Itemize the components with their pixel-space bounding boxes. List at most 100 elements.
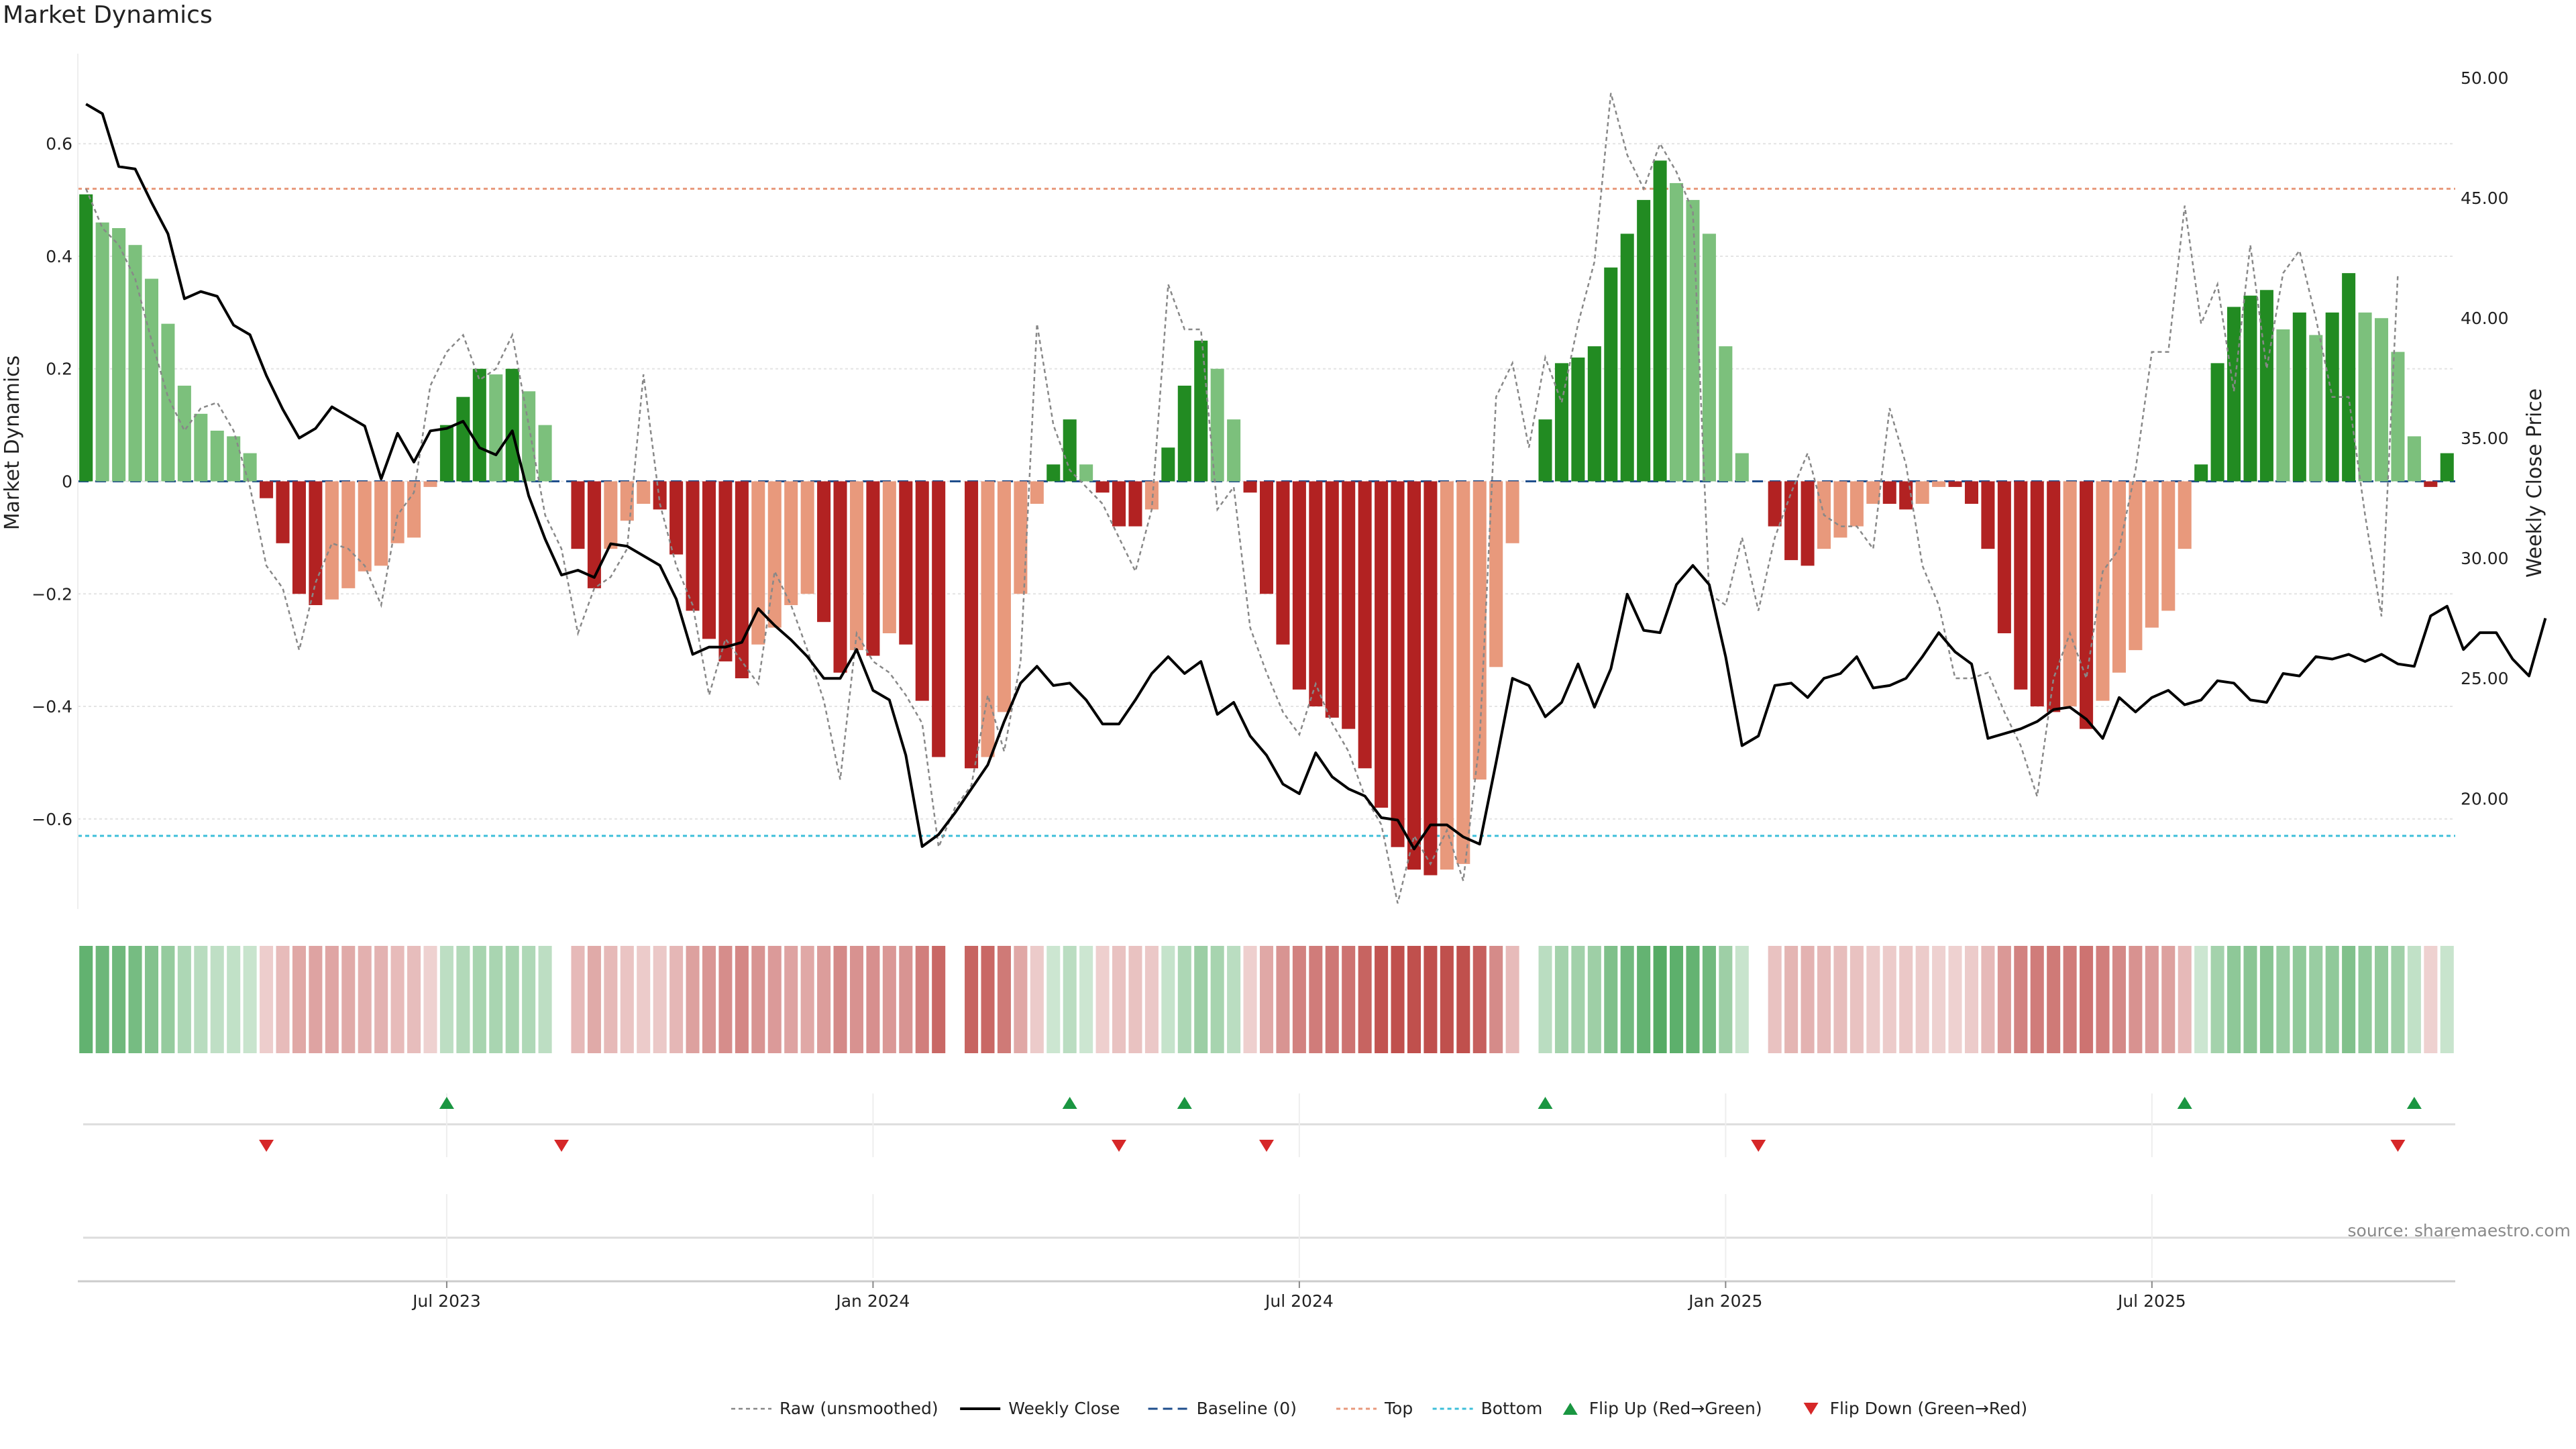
heat-cell (1472, 946, 1487, 1053)
market-dynamics-bar (1112, 481, 1126, 527)
market-dynamics-bar (1866, 481, 1880, 504)
legend-label: Baseline (0) (1197, 1399, 1297, 1418)
market-dynamics-bar (2129, 481, 2143, 651)
market-dynamics-bar (1030, 481, 1044, 504)
market-dynamics-bar (981, 481, 995, 757)
flip-up-marker (1177, 1097, 1192, 1109)
market-dynamics-bar (260, 481, 274, 498)
market-dynamics-bar (718, 481, 733, 661)
flip-down-marker (1751, 1140, 1766, 1152)
market-dynamics-bar (587, 481, 601, 588)
legend-label: Raw (unsmoothed) (780, 1399, 938, 1418)
market-dynamics-bar (1194, 340, 1208, 482)
heat-cell (1702, 946, 1716, 1053)
flip-up-legend-icon (1562, 1403, 1578, 1415)
heat-cell (144, 946, 159, 1053)
market-dynamics-bar (1144, 481, 1159, 510)
heat-cell (2014, 946, 2028, 1053)
market-dynamics-bar (2243, 295, 2257, 482)
market-dynamics-bar (1538, 419, 1552, 482)
market-dynamics-bar (2374, 318, 2389, 482)
market-dynamics-bar (522, 391, 536, 482)
market-dynamics-bar (1424, 481, 1438, 875)
market-dynamics-bar (1128, 481, 1142, 527)
market-dynamics-bar (915, 481, 929, 701)
heat-cell (358, 946, 372, 1053)
heat-cell (1144, 946, 1159, 1053)
heat-cell (2096, 946, 2110, 1053)
legend-item-bottom: Bottom (1432, 1399, 1542, 1418)
heat-cell (79, 946, 93, 1053)
heat-cell (1456, 946, 1470, 1053)
market-dynamics-bar (1604, 267, 1618, 482)
x-tick-label: Jan 2024 (835, 1291, 910, 1311)
heat-cell (1964, 946, 1979, 1053)
heat-cell (1227, 946, 1241, 1053)
y2-tick-label: 20.00 (2461, 789, 2509, 808)
flip-markers-panel (83, 1093, 2455, 1278)
market-dynamics-bar (2063, 481, 2077, 707)
heat-cell (325, 946, 339, 1053)
heat-cell (2080, 946, 2094, 1053)
market-dynamics-bar (1210, 368, 1224, 482)
regime-heat-strip (79, 946, 2454, 1053)
legend-label: Flip Down (Green→Red) (1830, 1399, 2028, 1418)
y2-tick-label: 35.00 (2461, 429, 2509, 448)
market-dynamics-bar (95, 222, 109, 482)
market-dynamics-bar (1620, 233, 1634, 482)
heat-cell (1440, 946, 1454, 1053)
heat-cell (1915, 946, 1929, 1053)
flip-up-marker (1538, 1097, 1553, 1109)
heat-cell (767, 946, 782, 1053)
heat-cell (2276, 946, 2290, 1053)
market-dynamics-bar (1719, 346, 1733, 482)
market-dynamics-bar (2227, 307, 2241, 482)
heat-cell (210, 946, 224, 1053)
legend-item-flip-down: Flip Down (Green→Red) (1803, 1399, 2028, 1418)
market-dynamics-bar (456, 396, 470, 482)
market-dynamics-bar (489, 374, 503, 482)
heat-cell (849, 946, 863, 1053)
market-dynamics-bar (686, 481, 700, 611)
heat-cell (1177, 946, 1191, 1053)
heat-cell (95, 946, 109, 1053)
heat-cell (620, 946, 634, 1053)
market-dynamics-bar (2145, 481, 2159, 628)
y-tick-label: −0.2 (32, 584, 72, 604)
weekly-close-layer (85, 103, 2547, 851)
heat-cell (1735, 946, 1749, 1053)
market-dynamics-bars (79, 160, 2454, 875)
market-dynamics-bar (1292, 481, 1306, 690)
heat-cell (128, 946, 142, 1053)
heat-cell (2047, 946, 2061, 1053)
flip-down-marker (1112, 1140, 1127, 1152)
heat-cell (2325, 946, 2339, 1053)
market-dynamics-bar (79, 194, 93, 482)
market-dynamics-bar (2342, 273, 2356, 482)
heat-cell (915, 946, 929, 1053)
market-dynamics-bar (1227, 419, 1241, 482)
market-dynamics-bar (2407, 436, 2421, 482)
heat-cell (2210, 946, 2224, 1053)
market-dynamics-bar (1981, 481, 1995, 549)
x-tick-label: Jul 2025 (2116, 1291, 2186, 1311)
flip-up-marker (439, 1097, 454, 1109)
heat-cell (1194, 946, 1208, 1053)
market-dynamics-bar (800, 481, 814, 594)
x-tick-label: Jan 2025 (1687, 1291, 1762, 1311)
market-dynamics-bar (1735, 453, 1749, 482)
heat-cell (965, 946, 979, 1053)
y-tick-label: 0.2 (46, 360, 72, 379)
market-dynamics-bar (358, 481, 372, 572)
market-dynamics-bar (243, 453, 257, 482)
heat-cell (2030, 946, 2044, 1053)
heat-cell (2391, 946, 2405, 1053)
heat-cell (1571, 946, 1585, 1053)
heat-cell (1210, 946, 1224, 1053)
market-dynamics-bar (227, 436, 241, 482)
legend-label: Weekly Close (1008, 1399, 1120, 1418)
x-axis: Jul 2023 Jan 2024 Jul 2024 Jan 2025 Jul 2025 (78, 1280, 2455, 1311)
market-dynamics-bar (751, 481, 765, 645)
heat-cell (817, 946, 831, 1053)
heat-cell (1768, 946, 1782, 1053)
